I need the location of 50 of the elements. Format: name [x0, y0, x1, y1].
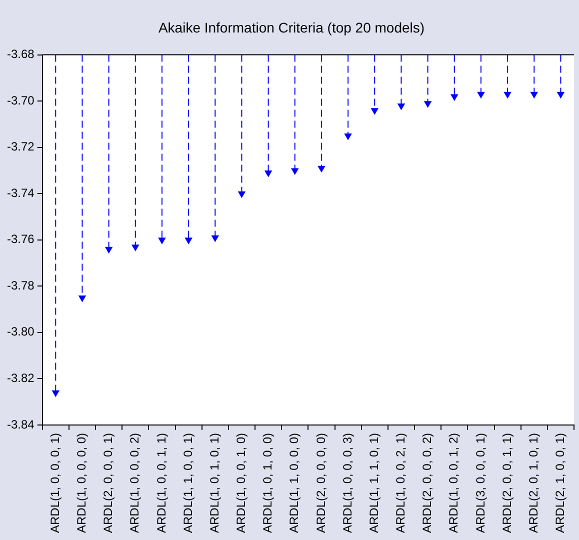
point — [52, 390, 60, 397]
y-tick-label: -3.72 — [6, 140, 35, 154]
point — [450, 94, 458, 100]
x-tick-label: ARDL(2, 0, 1, 0, 1) — [526, 432, 540, 534]
point — [318, 166, 325, 172]
x-tick-label: ARDL(2, 0, 0, 1, 1) — [500, 432, 514, 534]
point — [158, 238, 166, 244]
x-tick-label: ARDL(1, 0, 0, 0, 2) — [128, 432, 142, 534]
x-tick-label: ARDL(2, 0, 0, 0, 2) — [420, 432, 434, 534]
x-tick-label: ARDL(1, 0, 0, 0, 0) — [74, 432, 89, 534]
point — [264, 170, 272, 177]
y-tick-label: -3.82 — [6, 371, 35, 385]
point — [78, 295, 86, 302]
y-tick-label: -3.78 — [6, 278, 35, 292]
point — [477, 92, 484, 98]
x-tick-label: ARDL(1, 0, 0, 1, 1) — [154, 432, 168, 534]
point — [344, 134, 352, 140]
y-tick-label: -3.74 — [6, 186, 35, 200]
y-tick-label: -3.76 — [6, 232, 35, 246]
y-tick-label: -3.80 — [6, 324, 35, 339]
x-tick-label: ARDL(1, 0, 0, 1, 0) — [234, 432, 248, 534]
x-tick-label: ARDL(1, 1, 0, 0, 0) — [287, 432, 302, 534]
x-tick-label: ARDL(1, 0, 1, 0, 1) — [207, 432, 222, 534]
point — [504, 92, 512, 98]
x-tick-label: ARDL(3, 0, 0, 0, 1) — [473, 432, 488, 534]
x-tick-label: ARDL(1, 1, 0, 0, 1) — [180, 432, 195, 534]
x-tick-label: ARDL(2, 0, 0, 0, 0) — [314, 432, 328, 534]
x-tick-label: ARDL(1, 0, 0, 2, 1) — [394, 432, 408, 534]
point — [557, 92, 564, 98]
y-tick-label: -3.68 — [6, 47, 35, 62]
point — [291, 168, 298, 174]
point — [371, 108, 378, 114]
y-tick-label: -3.84 — [6, 417, 35, 432]
point — [398, 103, 405, 110]
x-tick-label: ARDL(1, 0, 0, 1, 2) — [446, 432, 461, 534]
y-tick-label: -3.70 — [6, 93, 35, 108]
x-tick-label: ARDL(1, 0, 0, 0, 1) — [48, 432, 62, 534]
x-tick-label: ARDL(1, 0, 0, 0, 3) — [340, 432, 354, 534]
x-tick-label: ARDL(2, 0, 0, 0, 1) — [101, 432, 116, 534]
point — [132, 244, 139, 251]
point — [238, 191, 246, 198]
x-tick-label: ARDL(2, 1, 0, 0, 1) — [553, 432, 568, 534]
point — [185, 238, 192, 244]
x-tick-label: ARDL(1, 0, 1, 0, 0) — [260, 432, 275, 534]
point — [424, 101, 432, 108]
point — [105, 246, 112, 254]
x-tick-label: ARDL(1, 1, 1, 0, 1) — [366, 432, 381, 534]
point — [212, 235, 219, 242]
point — [530, 92, 538, 98]
chart-title: Akaike Information Criteria (top 20 models) — [158, 19, 425, 36]
